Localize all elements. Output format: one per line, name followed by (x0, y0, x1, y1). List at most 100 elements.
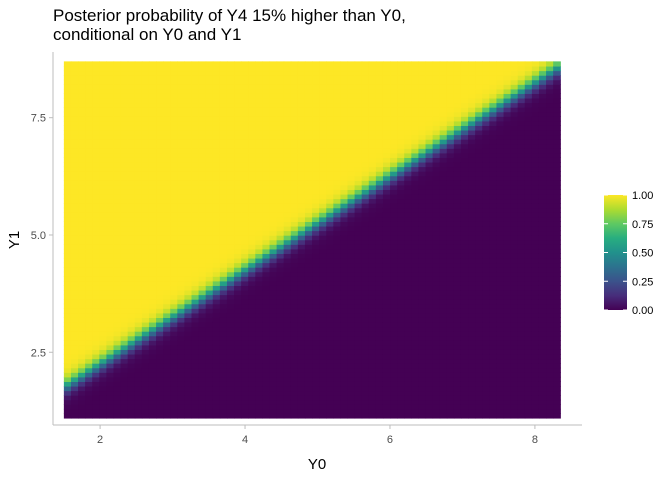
heatmap-cell (156, 349, 164, 355)
heatmap-cell (99, 280, 108, 286)
heatmap-cell (418, 216, 427, 222)
heatmap-cell (184, 244, 193, 250)
heatmap-cell (347, 372, 356, 378)
heatmap-cell (496, 166, 505, 172)
heatmap-cell (120, 120, 129, 126)
heatmap-cell (184, 276, 193, 282)
heatmap-cell (340, 134, 349, 140)
heatmap-cell (496, 230, 505, 236)
heatmap-cell (78, 267, 86, 273)
heatmap-cell (439, 207, 448, 213)
heatmap-cell (234, 175, 242, 181)
heatmap-cell (120, 248, 129, 254)
heatmap-cell (482, 143, 490, 149)
heatmap-cell (127, 390, 136, 396)
heatmap-cell (382, 75, 391, 81)
heatmap-cell (475, 267, 483, 273)
heatmap-cell (290, 171, 299, 177)
heatmap-cell (184, 257, 193, 264)
heatmap-cell (361, 317, 370, 323)
heatmap-cell (312, 257, 320, 264)
heatmap-cell (198, 125, 207, 131)
heatmap-cell (78, 157, 86, 163)
heatmap-cell (234, 404, 242, 410)
heatmap-cell (304, 239, 313, 245)
heatmap-cell (432, 385, 441, 392)
heatmap-cell (333, 207, 342, 213)
heatmap-cell (120, 326, 129, 332)
heatmap-cell (290, 107, 299, 113)
heatmap-cell (170, 212, 178, 218)
heatmap-cell (418, 285, 427, 291)
heatmap-cell (333, 267, 342, 273)
heatmap-cell (113, 107, 122, 113)
heatmap-cell (496, 221, 505, 227)
heatmap-cell (468, 125, 476, 131)
heatmap-cell (141, 189, 150, 195)
heatmap-cell (219, 381, 228, 387)
heatmap-cell (269, 344, 278, 350)
heatmap-cell (411, 244, 420, 250)
heatmap-cell (460, 180, 469, 186)
heatmap-cell (375, 61, 384, 67)
heatmap-cell (496, 408, 505, 414)
heatmap-cell (354, 203, 363, 209)
heatmap-cell (63, 271, 72, 277)
heatmap-cell (418, 84, 427, 90)
heatmap-cell (326, 312, 334, 318)
heatmap-cell (148, 289, 157, 296)
heatmap-cell (439, 152, 448, 158)
heatmap-cell (262, 367, 271, 373)
heatmap-cell (382, 294, 391, 300)
heatmap-cell (141, 134, 150, 140)
heatmap-cell (170, 376, 178, 382)
heatmap-cell (368, 372, 377, 378)
heatmap-cell (319, 367, 327, 373)
heatmap-cell (460, 84, 469, 90)
heatmap-cell (134, 235, 143, 241)
heatmap-cell (510, 408, 519, 414)
heatmap-cell (63, 93, 72, 99)
heatmap-cell (156, 376, 164, 382)
heatmap-cell (368, 148, 377, 154)
heatmap-cell (340, 120, 349, 126)
heatmap-cell (92, 166, 100, 172)
heatmap-cell (375, 358, 384, 364)
heatmap-cell (297, 349, 306, 355)
heatmap-cell (134, 207, 143, 213)
heatmap-cell (333, 289, 342, 296)
heatmap-cell (375, 116, 384, 122)
heatmap-cell (106, 239, 115, 245)
heatmap-cell (63, 225, 72, 232)
heatmap-cell (439, 180, 448, 186)
heatmap-cell (85, 166, 93, 172)
heatmap-cell (106, 353, 115, 360)
heatmap-cell (156, 207, 164, 213)
heatmap-cell (290, 253, 299, 259)
heatmap-cell (198, 331, 207, 337)
heatmap-cell (219, 271, 228, 277)
heatmap-cell (326, 262, 334, 268)
heatmap-cell (219, 212, 228, 218)
heatmap-cell (85, 399, 93, 405)
heatmap-cell (141, 257, 150, 264)
heatmap-cell (361, 344, 370, 350)
heatmap-cell (446, 276, 455, 282)
heatmap-cell (92, 189, 100, 195)
heatmap-cell (361, 175, 370, 181)
heatmap-cell (191, 390, 200, 396)
heatmap-cell (446, 244, 455, 250)
heatmap-cell (361, 61, 370, 67)
heatmap-cell (276, 385, 285, 392)
heatmap-cell (503, 148, 512, 154)
heatmap-cell (304, 207, 313, 213)
heatmap-cell (198, 299, 207, 305)
heatmap-cell (219, 404, 228, 410)
heatmap-cell (439, 97, 448, 104)
heatmap-cell (85, 271, 93, 277)
heatmap-cell (404, 390, 412, 396)
heatmap-cell (113, 331, 122, 337)
heatmap-cell (397, 340, 405, 346)
heatmap-cell (326, 75, 334, 81)
heatmap-cell (177, 326, 186, 332)
